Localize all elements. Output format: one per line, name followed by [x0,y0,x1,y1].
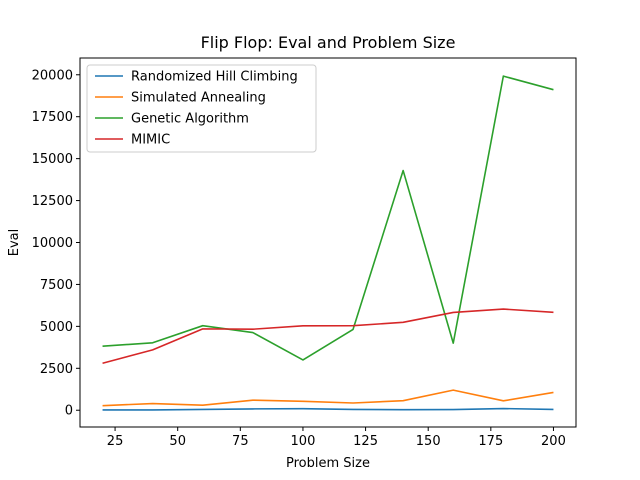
y-tick-label: 12500 [32,194,73,209]
y-tick-label: 0 [65,404,73,419]
series-line-randomized-hill-climbing [102,407,554,411]
legend-label: Simulated Annealing [131,91,266,106]
y-axis-label: Eval [7,229,22,257]
y-tick-label: 5000 [40,320,73,335]
legend-label: MIMIC [131,133,170,148]
series-line-genetic-algorithm [102,75,554,361]
legend-label: Genetic Algorithm [131,112,249,127]
series-layer [102,75,554,411]
x-tick-label: 50 [169,434,186,449]
x-tick-label: 25 [107,434,124,449]
chart-title: Flip Flop: Eval and Problem Size [201,33,456,52]
x-tick-label: 150 [416,434,441,449]
y-tick-label: 10000 [32,236,73,251]
x-tick-label: 175 [478,434,503,449]
y-tick-label: 20000 [32,68,73,83]
x-tick-label: 200 [541,434,566,449]
legend-label: Randomized Hill Climbing [131,70,298,85]
x-tick-label: 75 [232,434,249,449]
series-line-simulated-annealing [102,389,554,407]
x-tick-label: 100 [291,434,316,449]
legend-box [86,64,317,153]
axes-layer: 25 50 75 100 125 150 175 200 0 2500 5000 7500 10000 1… [32,68,566,449]
series-line-mimic [102,308,554,365]
y-tick-label: 2500 [40,362,73,377]
x-tick-label: 125 [353,434,378,449]
x-axis-label: Problem Size [286,456,370,471]
y-tick-label: 7500 [40,278,73,293]
y-tick-label: 17500 [32,110,73,125]
legend: Randomized Hill Climbing Simulated Anneal… [86,64,317,153]
plot-frame [79,57,577,428]
y-tick-label: 15000 [32,152,73,167]
